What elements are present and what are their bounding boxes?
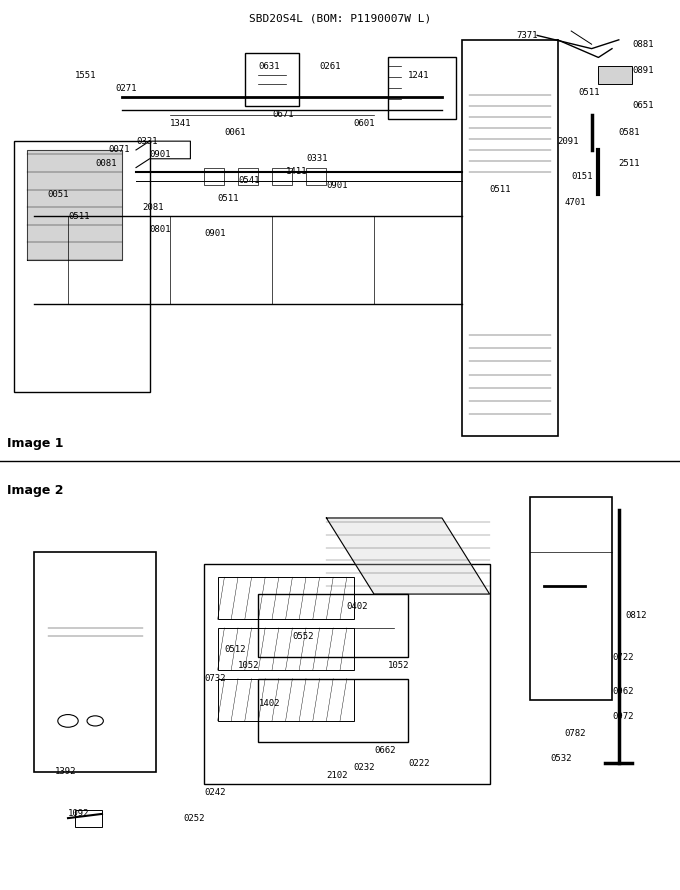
Text: 0671: 0671 — [272, 110, 294, 119]
Text: 0801: 0801 — [150, 225, 171, 234]
Text: 0722: 0722 — [612, 653, 634, 662]
Text: 1402: 1402 — [258, 700, 280, 708]
Text: 0222: 0222 — [408, 758, 430, 768]
Text: 0271: 0271 — [116, 84, 137, 93]
Text: 1392: 1392 — [54, 767, 76, 776]
Text: 0601: 0601 — [354, 119, 375, 128]
Text: 0511: 0511 — [218, 194, 239, 203]
Text: 1411: 1411 — [286, 167, 307, 176]
Text: 0901: 0901 — [150, 150, 171, 159]
Text: Image 1: Image 1 — [7, 436, 63, 449]
Text: 0552: 0552 — [292, 632, 314, 641]
Text: 0901: 0901 — [204, 229, 226, 239]
Bar — [388, 58, 456, 119]
Text: 0242: 0242 — [204, 789, 226, 797]
Text: 0891: 0891 — [632, 66, 654, 75]
Polygon shape — [326, 518, 490, 595]
Text: 1341: 1341 — [170, 119, 192, 128]
Text: 2091: 2091 — [558, 137, 579, 146]
Text: 4701: 4701 — [564, 198, 586, 207]
Text: 1092: 1092 — [68, 809, 90, 819]
Text: 0511: 0511 — [578, 88, 600, 97]
Bar — [218, 577, 354, 619]
Text: 0651: 0651 — [632, 101, 654, 110]
Text: 0631: 0631 — [258, 61, 280, 71]
Text: Image 2: Image 2 — [7, 484, 63, 498]
Bar — [245, 53, 299, 106]
Text: SBD20S4L (BOM: P1190007W L): SBD20S4L (BOM: P1190007W L) — [249, 13, 431, 23]
Text: 0331: 0331 — [136, 137, 158, 146]
Bar — [530, 497, 612, 700]
Text: 0782: 0782 — [564, 729, 586, 738]
Bar — [218, 678, 354, 721]
Bar — [258, 678, 408, 742]
Bar — [306, 167, 326, 185]
Text: 2511: 2511 — [619, 158, 641, 167]
Text: 0261: 0261 — [320, 61, 341, 71]
Text: 0581: 0581 — [619, 128, 641, 137]
Text: 0511: 0511 — [490, 185, 511, 194]
Bar — [204, 167, 224, 185]
Bar — [258, 595, 408, 658]
Bar — [218, 628, 354, 670]
Text: 1052: 1052 — [388, 661, 409, 670]
Text: 0071: 0071 — [109, 145, 131, 155]
Bar — [598, 66, 632, 84]
Text: 0232: 0232 — [354, 763, 375, 772]
Text: 0051: 0051 — [48, 190, 69, 198]
Text: 0962: 0962 — [612, 687, 634, 696]
Bar — [272, 167, 292, 185]
Text: 0881: 0881 — [632, 40, 654, 49]
Bar — [75, 810, 102, 827]
Polygon shape — [27, 150, 122, 260]
Bar — [34, 552, 156, 772]
Text: 0081: 0081 — [95, 158, 117, 167]
Text: 0532: 0532 — [551, 755, 573, 764]
Text: 1052: 1052 — [238, 661, 260, 670]
Text: 0972: 0972 — [612, 712, 634, 721]
Bar — [238, 167, 258, 185]
Text: 0541: 0541 — [238, 176, 260, 185]
Text: 0151: 0151 — [571, 172, 593, 181]
Text: 0901: 0901 — [326, 181, 348, 190]
Text: 0061: 0061 — [224, 128, 246, 137]
Text: 0512: 0512 — [224, 644, 246, 653]
Text: 2102: 2102 — [326, 772, 348, 781]
Text: 0252: 0252 — [184, 813, 205, 822]
Text: 0812: 0812 — [626, 611, 647, 619]
Text: 2081: 2081 — [143, 203, 165, 212]
Text: 0511: 0511 — [68, 212, 90, 221]
Text: 1241: 1241 — [408, 70, 430, 79]
Bar — [204, 564, 490, 784]
Text: 1551: 1551 — [75, 70, 97, 79]
Text: 0402: 0402 — [347, 603, 369, 611]
Text: 0331: 0331 — [306, 154, 328, 163]
Text: 0662: 0662 — [374, 746, 396, 755]
Text: 7371: 7371 — [517, 31, 539, 40]
Text: 0732: 0732 — [204, 674, 226, 684]
